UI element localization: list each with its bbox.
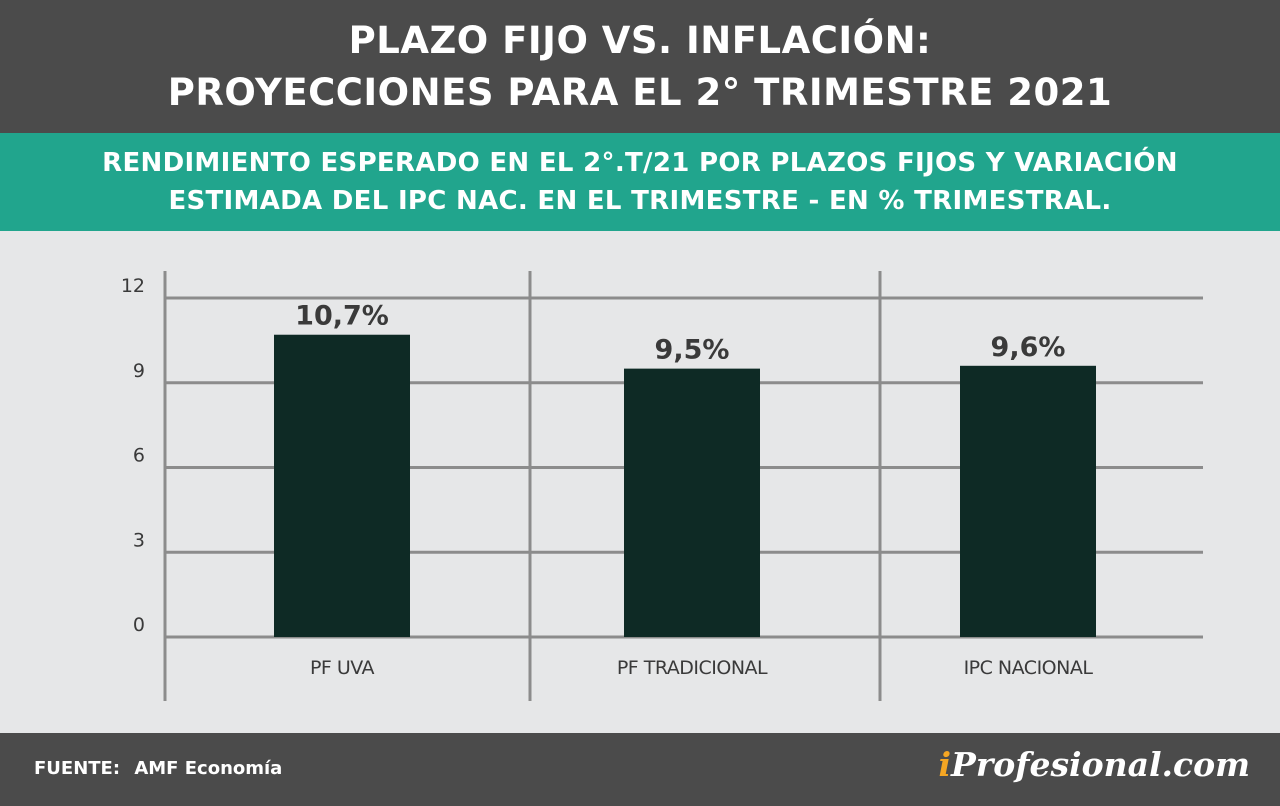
subtitle-line-1: RENDIMIENTO ESPERADO EN EL 2°.T/21 POR P… (102, 148, 1178, 178)
subtitle-line-2: ESTIMADA DEL IPC NAC. EN EL TRIMESTRE - … (168, 186, 1112, 216)
data-label-3: 9,6% (991, 332, 1066, 363)
category-label-1: PF UVA (310, 657, 375, 679)
bar-3 (960, 365, 1096, 637)
brand-logo-i: i (938, 745, 952, 784)
source-note: FUENTE: AMF Economía (34, 758, 282, 779)
brand-logo: iProfesional.com (939, 745, 1251, 784)
chart-title-line-2: PROYECCIONES PARA EL 2° TRIMESTRE 2021 (167, 70, 1113, 114)
source-value: AMF Economía (134, 758, 283, 779)
data-label-1: 10,7% (295, 301, 389, 332)
bar-2 (624, 368, 760, 637)
source-label: FUENTE: (34, 758, 121, 779)
chart-area: 0 3 6 9 12 10,7% PF UVA 9,5% PF TRADICIONAL 9,6% I… (0, 231, 1280, 733)
y-tick-label-0: 0 (133, 614, 145, 636)
bar-chart: 0 3 6 9 12 10,7% PF UVA 9,5% PF TRADICIONAL 9,6% I… (121, 271, 1203, 701)
y-tick-label-3: 3 (133, 529, 145, 551)
category-label-2: PF TRADICIONAL (617, 657, 768, 679)
y-tick-label-12: 12 (121, 275, 145, 297)
y-tick-label-6: 6 (133, 445, 145, 467)
bar-1 (274, 334, 410, 637)
data-label-2: 9,5% (655, 335, 730, 366)
category-label-3: IPC NACIONAL (964, 657, 1094, 679)
chart-subtitle: RENDIMIENTO ESPERADO EN EL 2°.T/21 POR P… (0, 133, 1280, 231)
y-tick-label-9: 9 (133, 360, 145, 382)
chart-title-line-1: PLAZO FIJO VS. INFLACIÓN: (348, 18, 932, 62)
brand-logo-text: Profesional.com (951, 745, 1250, 784)
chart-header: PLAZO FIJO VS. INFLACIÓN: PROYECCIONES P… (0, 0, 1280, 133)
footer: FUENTE: AMF Economía iProfesional.com (0, 733, 1280, 806)
